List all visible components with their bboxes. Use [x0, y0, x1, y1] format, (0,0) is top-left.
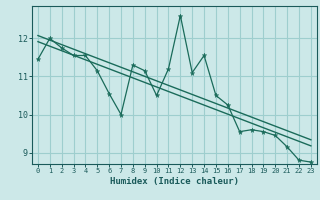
X-axis label: Humidex (Indice chaleur): Humidex (Indice chaleur): [110, 177, 239, 186]
